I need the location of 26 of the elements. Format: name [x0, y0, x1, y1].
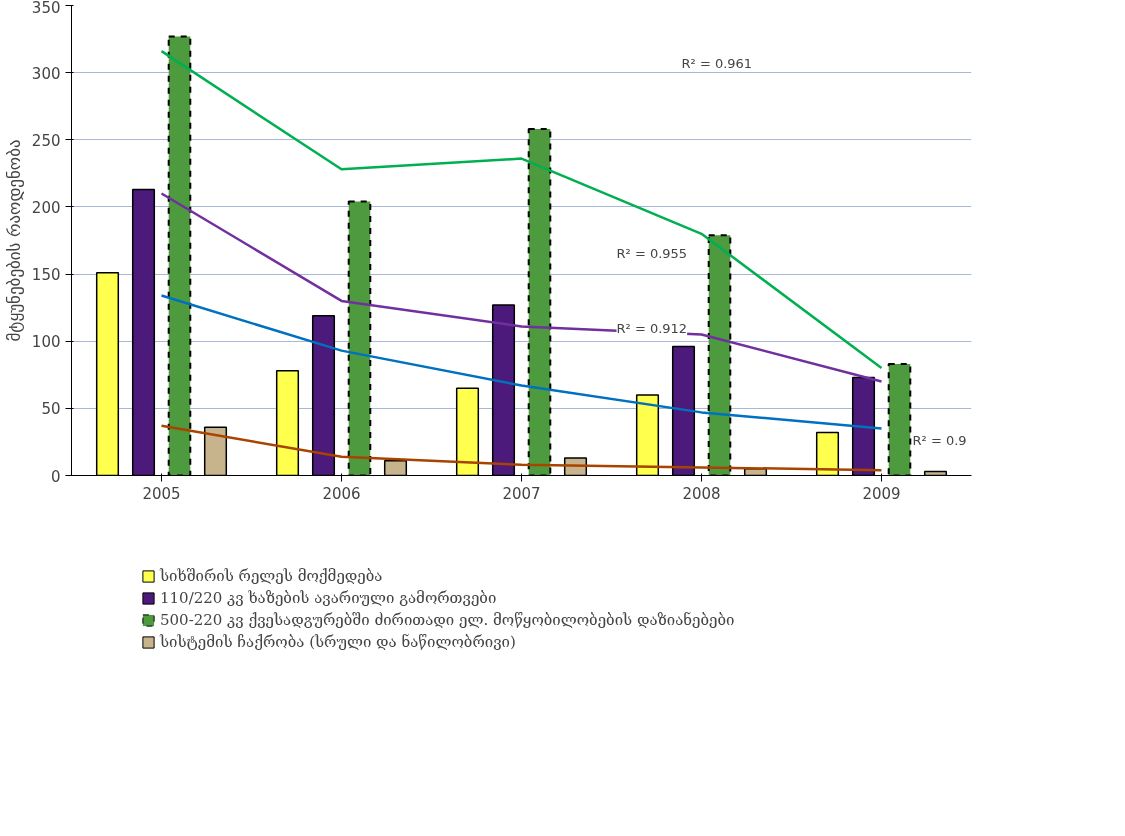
legend-label: სისტემის ჩაქრობა (სრული და ნაწილობრივი)	[160, 633, 516, 651]
y-axis-title: მტყუნებების რაოდენობა	[3, 139, 24, 342]
annotation: R² = 0.912	[616, 320, 688, 336]
y-tick-label: 0	[50, 467, 61, 486]
y-tick-label: 100	[31, 333, 61, 352]
legend-label: 500-220 კვ ქვესადგურებში ძირითადი ელ. მოწყობილობების დაზიანებები	[160, 611, 735, 629]
x-tick-label: 2009	[862, 484, 901, 503]
annotation: R² = 0.9	[912, 432, 967, 448]
x-tick-label: 2007	[502, 484, 541, 503]
y-tick-label: 350	[31, 0, 61, 17]
y-tick-label: 150	[31, 266, 61, 285]
y-tick-label: 50	[41, 400, 61, 419]
line-series	[160, 192, 883, 383]
line-series	[160, 424, 883, 472]
legend-label: 110/220 კვ ხაზების ავარიული გამორთვები	[160, 589, 497, 607]
x-tick-label: 2006	[322, 484, 361, 503]
x-tick-label: 2008	[682, 484, 721, 503]
line-series	[160, 49, 883, 370]
annotation: R² = 0.961	[681, 55, 753, 71]
legend-label: სიხშირის რელეს მოქმედება	[160, 567, 383, 585]
y-tick-label: 250	[31, 131, 61, 150]
y-tick-label: 200	[31, 198, 61, 217]
line-series	[160, 294, 883, 430]
x-tick-label: 2005	[142, 484, 181, 503]
y-tick-label: 300	[31, 64, 61, 83]
annotation: R² = 0.955	[616, 245, 688, 261]
